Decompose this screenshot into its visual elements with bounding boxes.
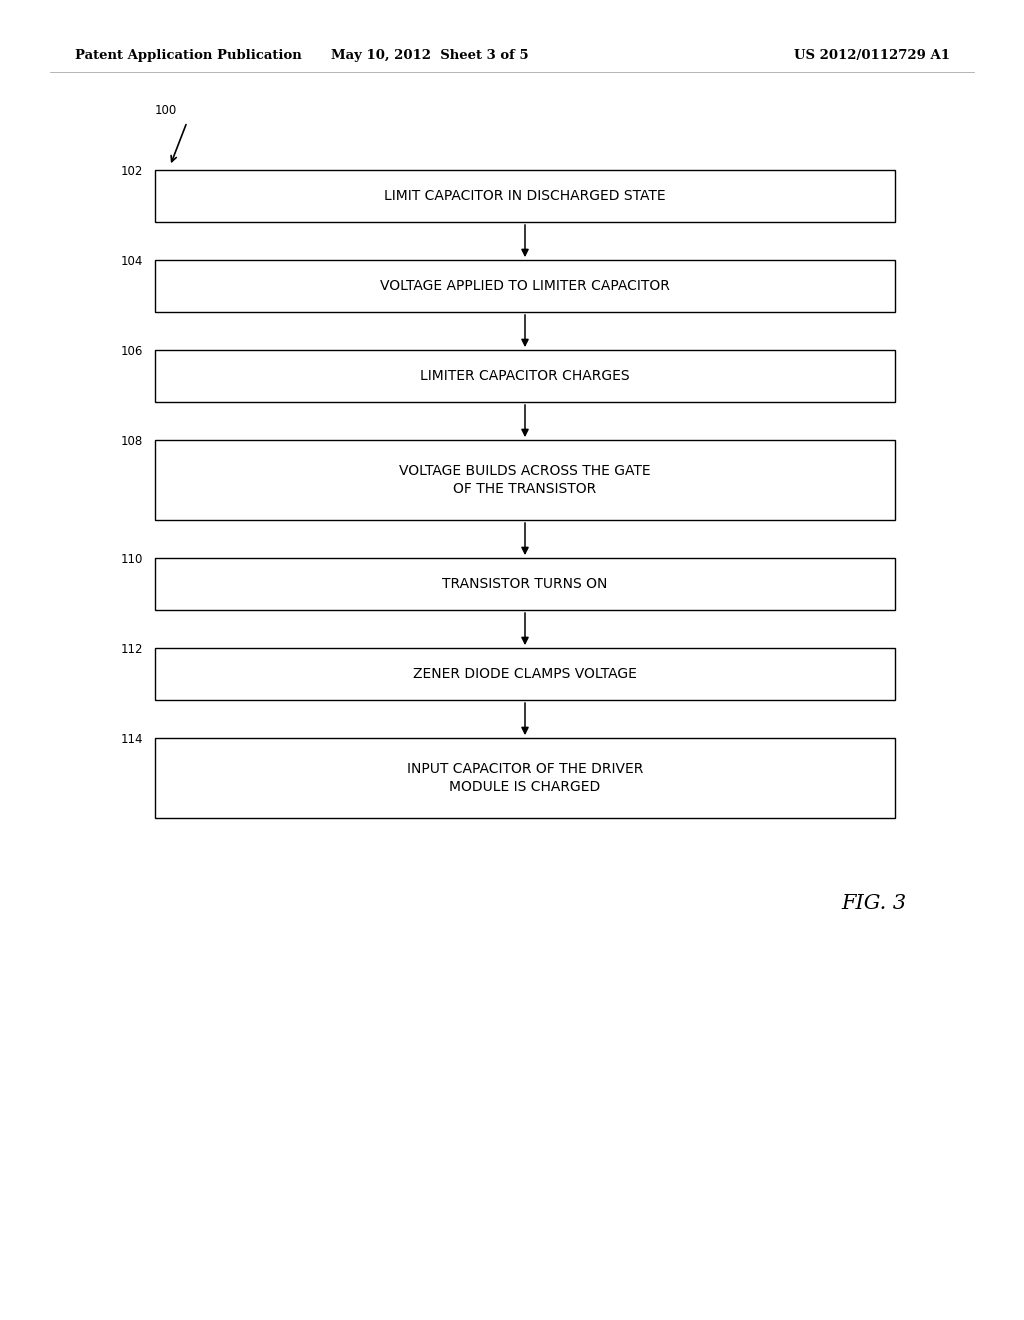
Bar <box>155 648 895 700</box>
Text: LIMITER CAPACITOR CHARGES: LIMITER CAPACITOR CHARGES <box>420 370 630 383</box>
Text: 106: 106 <box>121 345 143 358</box>
Text: 108: 108 <box>121 436 143 447</box>
Bar <box>155 260 895 312</box>
Text: TRANSISTOR TURNS ON: TRANSISTOR TURNS ON <box>442 577 607 591</box>
Text: VOLTAGE BUILDS ACROSS THE GATE
OF THE TRANSISTOR: VOLTAGE BUILDS ACROSS THE GATE OF THE TR… <box>399 463 651 496</box>
Bar <box>155 738 895 818</box>
Text: LIMIT CAPACITOR IN DISCHARGED STATE: LIMIT CAPACITOR IN DISCHARGED STATE <box>384 189 666 203</box>
Text: 114: 114 <box>121 733 143 746</box>
Text: Patent Application Publication: Patent Application Publication <box>75 49 302 62</box>
Text: May 10, 2012  Sheet 3 of 5: May 10, 2012 Sheet 3 of 5 <box>331 49 528 62</box>
Text: VOLTAGE APPLIED TO LIMITER CAPACITOR: VOLTAGE APPLIED TO LIMITER CAPACITOR <box>380 279 670 293</box>
Text: 102: 102 <box>121 165 143 178</box>
Text: 100: 100 <box>155 103 177 116</box>
Text: 104: 104 <box>121 255 143 268</box>
Text: FIG. 3: FIG. 3 <box>842 894 906 912</box>
Bar <box>155 350 895 403</box>
Text: 112: 112 <box>121 643 143 656</box>
Text: US 2012/0112729 A1: US 2012/0112729 A1 <box>794 49 950 62</box>
Text: 110: 110 <box>121 553 143 566</box>
Bar <box>155 170 895 222</box>
Bar <box>155 558 895 610</box>
Text: ZENER DIODE CLAMPS VOLTAGE: ZENER DIODE CLAMPS VOLTAGE <box>413 667 637 681</box>
Bar <box>155 440 895 520</box>
Text: INPUT CAPACITOR OF THE DRIVER
MODULE IS CHARGED: INPUT CAPACITOR OF THE DRIVER MODULE IS … <box>407 762 643 795</box>
